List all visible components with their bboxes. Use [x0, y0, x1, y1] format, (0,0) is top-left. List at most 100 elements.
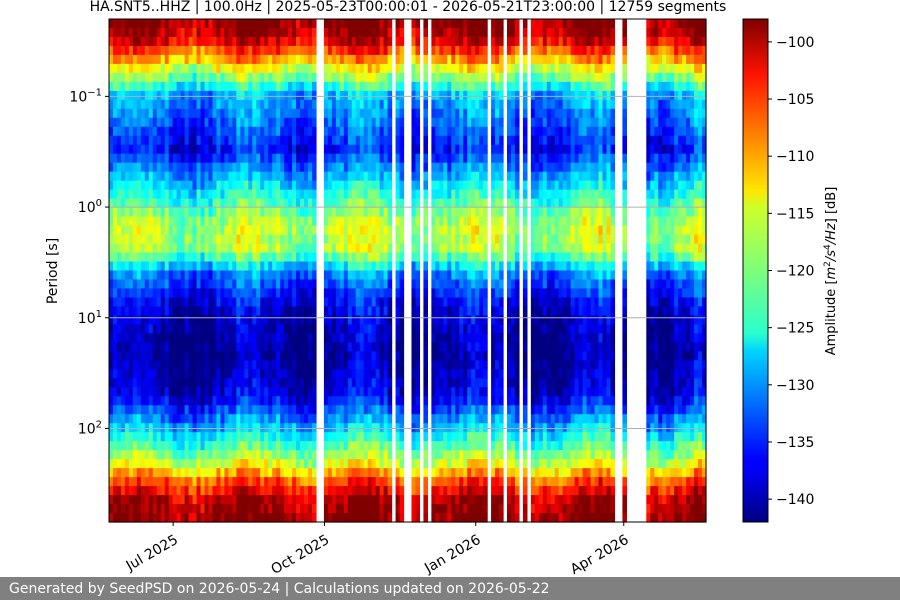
heatmap-cell — [308, 198, 313, 209]
heatmap-cell — [252, 234, 257, 245]
heatmap-cell — [387, 432, 393, 442]
heatmap-cell — [447, 180, 452, 191]
heatmap-cell — [439, 225, 444, 236]
heatmap-cell — [240, 108, 245, 119]
heatmap-cell — [200, 369, 206, 379]
heatmap-cell — [475, 477, 480, 487]
heatmap-cell — [240, 504, 245, 514]
heatmap-cell — [387, 270, 393, 281]
heatmap-cell — [371, 72, 377, 83]
heatmap-cell — [479, 144, 484, 155]
heatmap-cell — [335, 144, 341, 155]
heatmap-cell — [455, 360, 460, 370]
heatmap-cell — [192, 486, 198, 496]
heatmap-cell — [160, 153, 166, 164]
heatmap-cell — [248, 189, 253, 200]
heatmap-cell — [196, 117, 202, 128]
heatmap-cell — [109, 81, 114, 92]
heatmap-cell — [284, 162, 289, 173]
heatmap-cell — [208, 63, 214, 74]
heatmap-cell — [112, 369, 118, 379]
heatmap-cell — [308, 19, 313, 29]
heatmap-cell — [443, 306, 448, 317]
heatmap-cell — [335, 513, 341, 523]
heatmap-cell — [415, 432, 421, 442]
heatmap-cell — [236, 414, 241, 424]
heatmap-cell — [232, 396, 237, 406]
heatmap-cell — [188, 405, 194, 415]
heatmap-cell — [232, 468, 237, 478]
heatmap-cell — [272, 207, 277, 218]
heatmap-cell — [292, 19, 297, 29]
heatmap-cell — [224, 126, 229, 137]
heatmap-cell — [112, 396, 118, 406]
heatmap-cell — [383, 459, 389, 469]
heatmap-cell — [264, 81, 269, 92]
heatmap-cell — [383, 45, 389, 56]
heatmap-cell — [160, 198, 166, 209]
heatmap-cell — [168, 342, 174, 352]
heatmap-cell — [399, 36, 405, 47]
heatmap-cell — [399, 225, 405, 236]
heatmap-cell — [335, 99, 341, 110]
heatmap-cell — [156, 108, 162, 119]
heatmap-cell — [268, 387, 273, 397]
heatmap-cell — [196, 45, 202, 56]
heatmap-cell — [359, 162, 365, 173]
heatmap-cell — [172, 252, 178, 263]
heatmap-cell — [204, 189, 210, 200]
heatmap-cell — [116, 378, 122, 388]
heatmap-cell — [471, 396, 476, 406]
heatmap-cell — [363, 207, 369, 218]
heatmap-cell — [479, 324, 484, 334]
heatmap-cell — [375, 378, 381, 388]
heatmap-cell — [304, 342, 309, 352]
heatmap-cell — [240, 234, 245, 245]
heatmap-cell — [204, 297, 210, 308]
heatmap-cell — [180, 243, 186, 254]
heatmap-cell — [335, 495, 341, 505]
heatmap-cell — [112, 333, 118, 343]
heatmap-cell — [399, 108, 405, 119]
heatmap-cell — [204, 288, 210, 299]
heatmap-cell — [148, 72, 154, 83]
heatmap-cell — [216, 513, 222, 523]
heatmap-cell — [136, 153, 142, 164]
heatmap-cell — [184, 405, 190, 415]
heatmap-cell — [296, 513, 301, 523]
heatmap-cell — [264, 468, 269, 478]
heatmap-cell — [483, 108, 488, 119]
heatmap-cell — [188, 315, 194, 325]
heatmap-cell — [431, 180, 436, 191]
heatmap-cell — [351, 387, 357, 397]
heatmap-cell — [228, 117, 233, 128]
heatmap-cell — [276, 198, 281, 209]
heatmap-cell — [431, 108, 436, 119]
heatmap-cell — [212, 162, 218, 173]
heatmap-column — [455, 19, 460, 523]
heatmap-cell — [300, 297, 305, 308]
heatmap-cell — [395, 171, 401, 182]
heatmap-cell — [455, 234, 460, 245]
heatmap-cell — [355, 19, 361, 29]
heatmap-cell — [192, 81, 198, 92]
heatmap-cell — [323, 504, 329, 514]
heatmap-cell — [351, 153, 357, 164]
heatmap-cell — [323, 234, 329, 245]
heatmap-cell — [268, 477, 273, 487]
heatmap-cell — [288, 459, 293, 469]
heatmap-cell — [387, 504, 393, 514]
heatmap-cell — [256, 144, 261, 155]
heatmap-cell — [268, 225, 273, 236]
heatmap-cell — [347, 270, 353, 281]
heatmap-cell — [268, 360, 273, 370]
heatmap-cell — [479, 153, 484, 164]
heatmap-cell — [459, 315, 464, 325]
heatmap-cell — [351, 441, 357, 451]
heatmap-cell — [371, 405, 377, 415]
heatmap-cell — [168, 153, 174, 164]
heatmap-cell — [371, 126, 377, 137]
heatmap-cell — [479, 171, 484, 182]
heatmap-cell — [431, 162, 436, 173]
heatmap-cell — [423, 117, 428, 128]
